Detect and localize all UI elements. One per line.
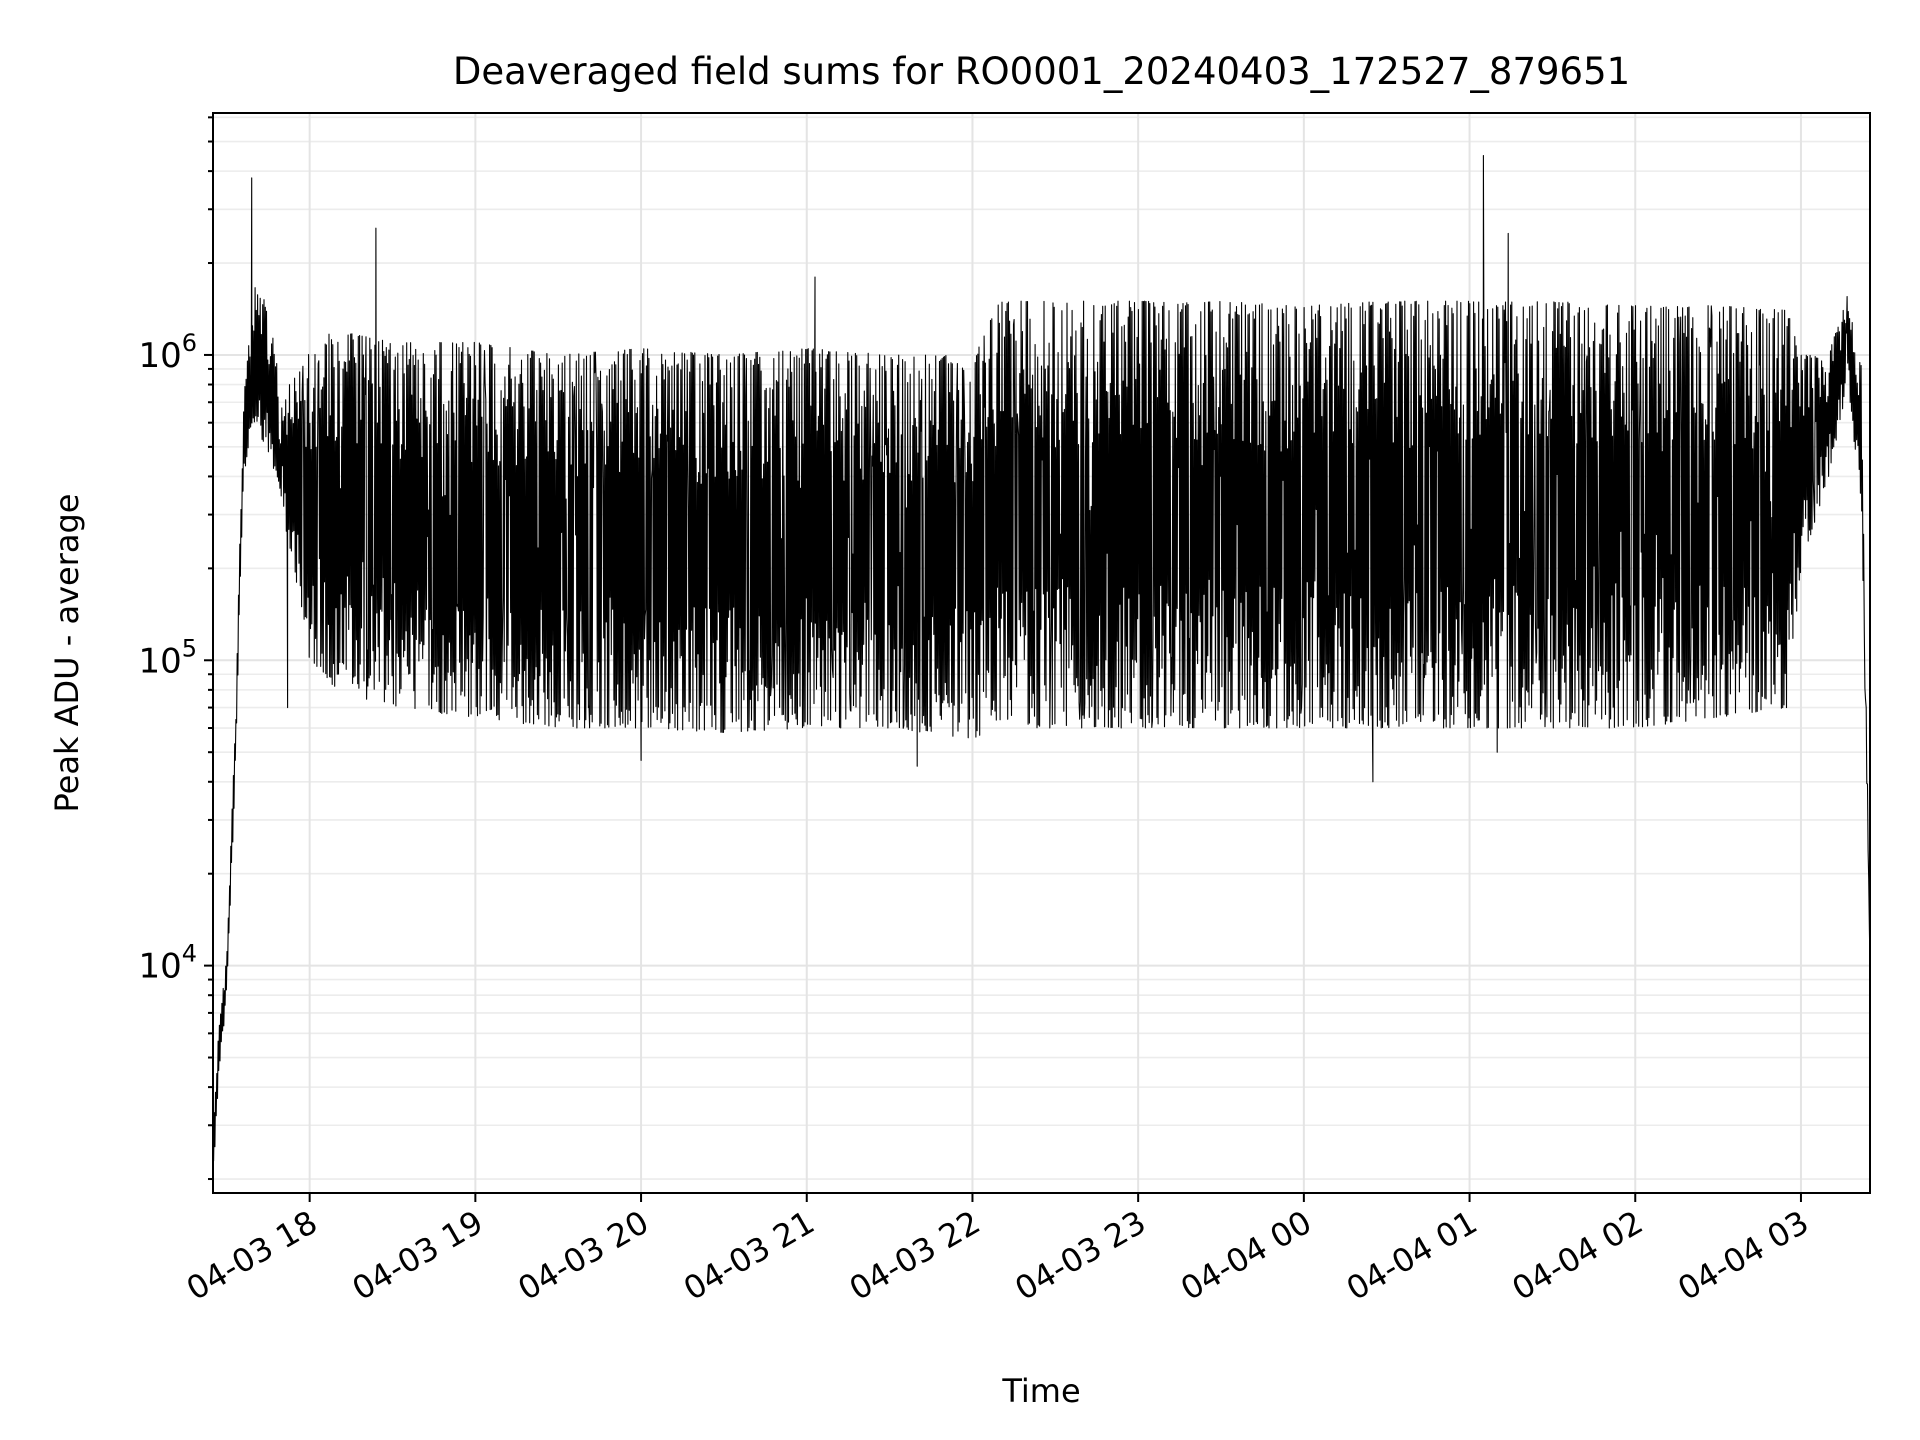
x-axis-label: Time [1001, 1372, 1080, 1410]
plot-frame [212, 112, 1871, 1194]
y-axis-label: Peak ADU - average [48, 494, 86, 813]
chart-title: Deaveraged field sums for RO0001_2024040… [453, 50, 1630, 93]
y-tick-label: 104 [138, 940, 197, 987]
data-layer [212, 154, 1871, 1162]
y-tick-label: 106 [138, 329, 197, 376]
y-tick-label: 105 [138, 634, 197, 681]
series-line [212, 154, 1871, 1162]
